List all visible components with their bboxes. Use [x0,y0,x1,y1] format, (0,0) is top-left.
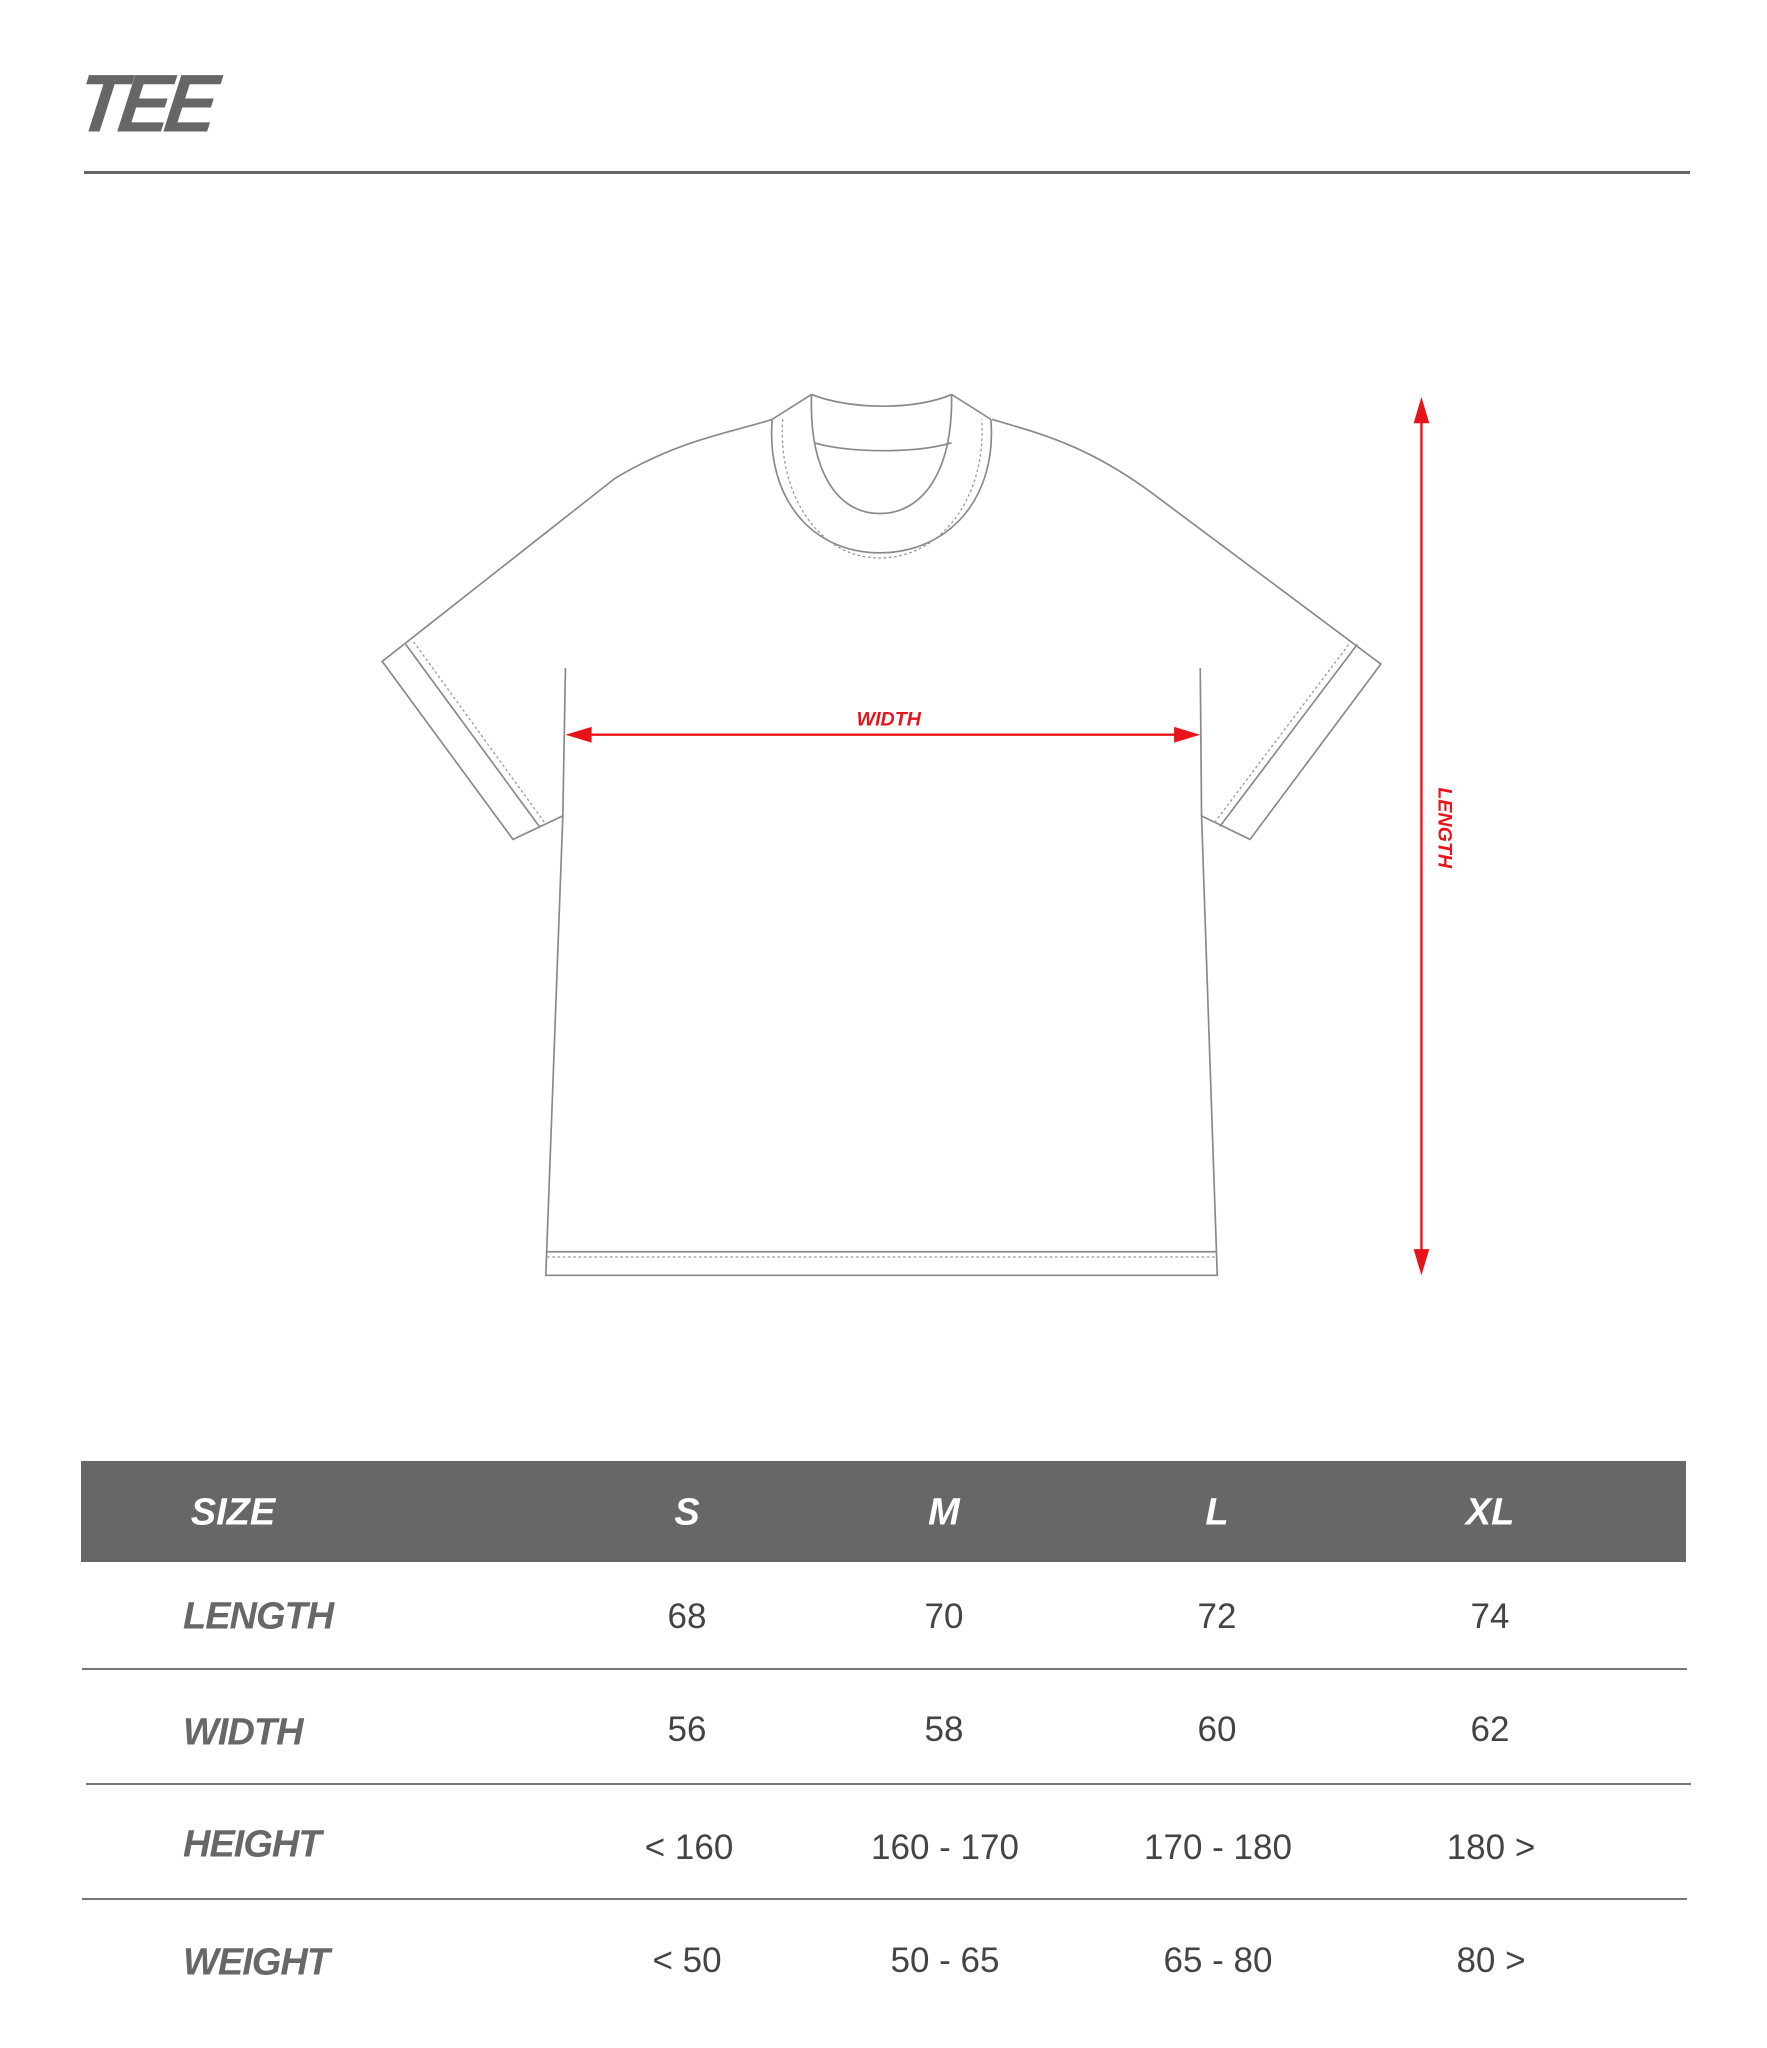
tshirt-collar-inner [810,394,953,515]
size-table-header [81,1461,1686,1562]
row-divider [86,1783,1691,1785]
table-cell: 80 > [1456,1941,1526,1980]
tshirt-outline [381,418,1383,1277]
table-cell: 56 [667,1710,707,1749]
header-s: S [674,1491,700,1534]
length-arrow [1413,397,1430,1276]
width-arrow [565,726,1201,743]
row-divider [82,1898,1687,1900]
header-l: L [1205,1491,1229,1534]
header-xl: XL [1465,1491,1515,1534]
tshirt-neck-back [811,393,952,407]
table-cell: 65 - 80 [1163,1941,1273,1980]
tshirt-collar-outer [770,419,993,554]
header-divider [84,171,1690,174]
header-m: M [928,1491,960,1534]
table-cell: 74 [1470,1597,1510,1636]
table-cell: < 50 [652,1941,722,1980]
table-cell: 50 - 65 [890,1941,1000,1980]
table-cell: 62 [1470,1710,1510,1749]
row-label-width: WIDTH [183,1711,304,1754]
table-cell: 72 [1197,1597,1237,1636]
row-label-weight: WEIGHT [183,1941,330,1984]
table-cell: 170 - 180 [1144,1828,1292,1867]
table-cell: 60 [1197,1710,1237,1749]
width-label: WIDTH [857,709,922,731]
table-cell: 58 [924,1710,964,1749]
row-label-length: LENGTH [183,1595,334,1638]
table-cell: 70 [924,1597,964,1636]
table-cell: 180 > [1446,1828,1536,1867]
table-cell: 160 - 170 [871,1828,1019,1867]
row-divider [82,1668,1687,1670]
row-label-height: HEIGHT [183,1823,322,1866]
length-label: LENGTH [1433,787,1455,869]
header-size: SIZE [190,1491,276,1534]
table-cell: < 160 [644,1828,734,1867]
table-cell: 68 [667,1597,707,1636]
